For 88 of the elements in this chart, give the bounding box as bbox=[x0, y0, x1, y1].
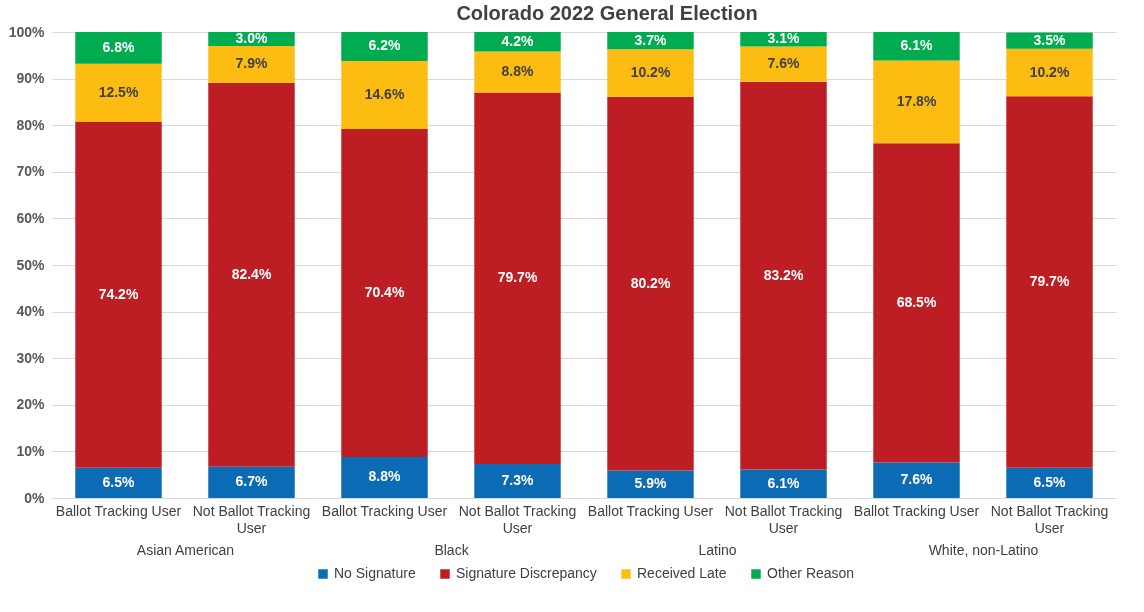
bar bbox=[740, 469, 827, 498]
bar bbox=[740, 46, 827, 82]
bar bbox=[341, 60, 428, 129]
bar bbox=[341, 128, 428, 457]
y-tick-label: 50% bbox=[16, 256, 46, 273]
bar bbox=[341, 456, 428, 498]
data-label: 6.1% bbox=[767, 474, 800, 491]
y-tick-label: 100% bbox=[8, 23, 46, 40]
bar bbox=[208, 466, 295, 498]
y-tick-label: 80% bbox=[16, 116, 46, 133]
bar bbox=[474, 92, 561, 464]
data-label: 6.7% bbox=[235, 473, 268, 490]
x-tick-label: Not Ballot Tracking User bbox=[458, 502, 577, 536]
data-label: 6.2% bbox=[368, 37, 401, 54]
bar bbox=[1006, 96, 1093, 468]
x-tick-label: Ballot Tracking User bbox=[853, 502, 980, 519]
x-tick-label: Ballot Tracking User bbox=[321, 502, 448, 519]
bar bbox=[208, 45, 295, 83]
legend-label: No Signature bbox=[334, 565, 416, 581]
x-axis-title: Black bbox=[434, 541, 470, 558]
data-label: 68.5% bbox=[896, 293, 937, 310]
bar bbox=[208, 82, 295, 467]
data-label: 79.7% bbox=[497, 269, 538, 286]
data-label: 4.2% bbox=[501, 32, 534, 49]
bar bbox=[873, 143, 960, 463]
data-label: 83.2% bbox=[763, 266, 804, 283]
bar bbox=[1006, 48, 1093, 97]
bar bbox=[1006, 32, 1093, 49]
data-label: 7.9% bbox=[235, 55, 268, 72]
x-axis-title: Latino bbox=[698, 541, 737, 558]
data-label: 8.8% bbox=[501, 63, 534, 80]
bar bbox=[474, 51, 561, 93]
data-label: 82.4% bbox=[231, 265, 272, 282]
data-label: 74.2% bbox=[98, 285, 139, 302]
data-label: 12.5% bbox=[98, 83, 139, 100]
x-tick-label: Ballot Tracking User bbox=[587, 502, 714, 519]
data-label: 70.4% bbox=[364, 283, 405, 300]
data-label: 6.5% bbox=[1033, 473, 1066, 490]
bar bbox=[607, 96, 694, 471]
bar bbox=[341, 32, 428, 61]
y-tick-label: 30% bbox=[16, 349, 46, 366]
y-tick-label: 40% bbox=[16, 303, 46, 320]
data-label: 7.6% bbox=[767, 55, 800, 72]
y-tick-label: 0% bbox=[24, 489, 46, 506]
legend-label: Signature Discrepancy bbox=[456, 565, 597, 581]
data-label: 14.6% bbox=[364, 85, 405, 102]
data-label: 3.1% bbox=[767, 30, 800, 47]
x-tick-label: Not Ballot Tracking User bbox=[192, 502, 311, 536]
bar bbox=[75, 63, 162, 122]
y-tick-label: 10% bbox=[16, 442, 46, 459]
bar bbox=[740, 81, 827, 470]
bar bbox=[474, 463, 561, 498]
x-tick-label: Not Ballot Tracking User bbox=[724, 502, 843, 536]
data-label: 6.1% bbox=[900, 37, 933, 54]
x-tick-label: Not Ballot Tracking User bbox=[990, 502, 1109, 536]
y-tick-label: 60% bbox=[16, 209, 46, 226]
data-label: 79.7% bbox=[1029, 273, 1070, 290]
data-label: 7.6% bbox=[900, 471, 933, 488]
bar bbox=[75, 467, 162, 498]
bar bbox=[474, 32, 561, 52]
data-label: 3.5% bbox=[1033, 31, 1066, 48]
legend-label: Other Reason bbox=[767, 565, 855, 581]
data-label: 8.8% bbox=[368, 468, 401, 485]
data-label: 3.0% bbox=[235, 29, 268, 46]
bar bbox=[1006, 467, 1093, 498]
data-label: 17.8% bbox=[896, 92, 937, 109]
data-label: 6.5% bbox=[102, 473, 135, 490]
data-label: 3.7% bbox=[634, 31, 667, 48]
bar bbox=[75, 32, 162, 64]
y-tick-label: 70% bbox=[16, 163, 46, 180]
data-label: 10.2% bbox=[630, 64, 671, 81]
bar bbox=[75, 121, 162, 468]
y-tick-label: 90% bbox=[16, 70, 46, 87]
text: Colorado 2022 General Election bbox=[456, 2, 758, 24]
data-label: 7.3% bbox=[501, 471, 534, 488]
x-axis-title: White, non-Latino bbox=[928, 541, 1039, 558]
data-label: 10.2% bbox=[1029, 63, 1070, 80]
bar bbox=[873, 462, 960, 498]
data-label: 5.9% bbox=[634, 475, 667, 492]
data-label: 80.2% bbox=[630, 274, 671, 291]
bar bbox=[873, 60, 960, 144]
bar bbox=[873, 32, 960, 61]
y-tick-label: 20% bbox=[16, 396, 46, 413]
bar bbox=[607, 49, 694, 97]
legend-label: Received Late bbox=[637, 565, 727, 581]
data-label: 6.8% bbox=[102, 38, 135, 55]
x-axis-title: Asian American bbox=[136, 541, 235, 558]
x-tick-label: Ballot Tracking User bbox=[55, 502, 182, 519]
